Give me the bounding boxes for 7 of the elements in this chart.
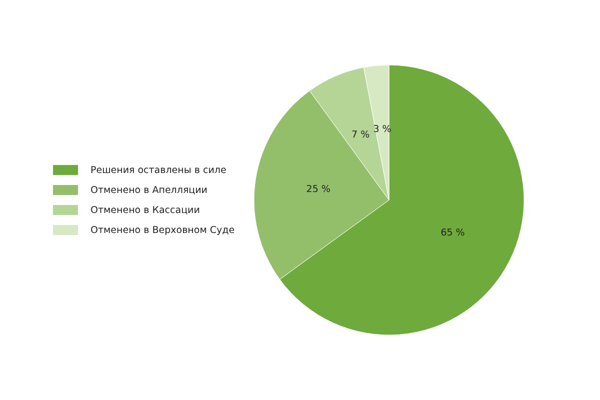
legend-label: Отменено в Кассации	[90, 205, 200, 216]
data-label: 7 %	[352, 129, 370, 140]
data-label: 65 %	[440, 227, 465, 238]
legend-label: Решения оставлены в силе	[90, 165, 226, 176]
data-label: 25 %	[306, 184, 330, 195]
legend-label: Отменено в Верховном Суде	[90, 225, 235, 236]
legend-label: Отменено в Апелляции	[90, 185, 208, 196]
